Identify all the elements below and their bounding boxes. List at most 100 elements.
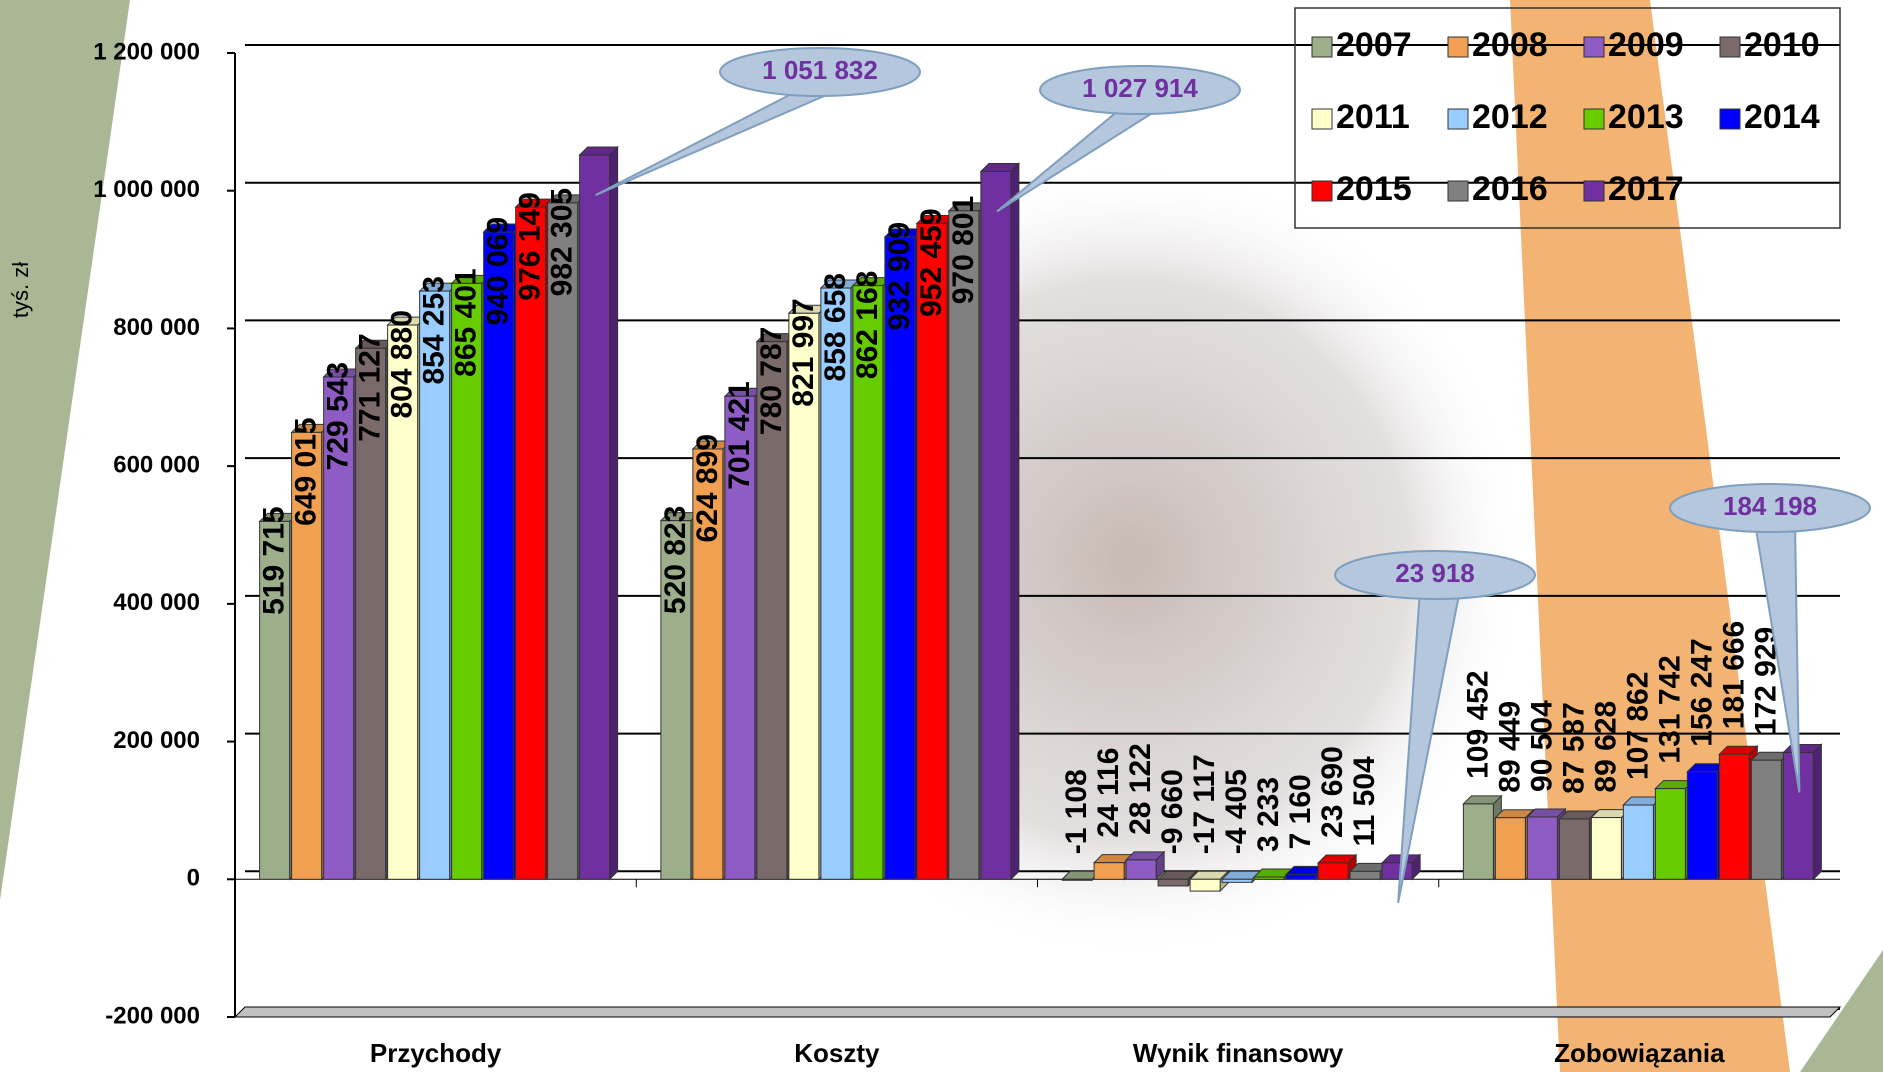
legend-swatch: [1583, 108, 1605, 130]
legend-swatch: [1583, 180, 1605, 202]
bar: [483, 231, 515, 880]
data-label: 520 823: [659, 506, 692, 614]
data-label: -9 660: [1156, 769, 1189, 854]
legend-swatch: [1719, 108, 1741, 130]
data-label: -17 117: [1188, 754, 1221, 854]
legend-swatch: [1311, 180, 1333, 202]
data-label: 1 051 832: [762, 55, 878, 85]
legend-label: 2007: [1336, 26, 1412, 64]
bar: [692, 448, 724, 880]
legend-label: 2013: [1608, 98, 1684, 136]
data-label: 649 015: [290, 417, 323, 525]
data-label: 982 305: [546, 188, 579, 296]
legend-label: 2015: [1336, 170, 1412, 208]
bar: [884, 236, 916, 880]
bar: [1750, 759, 1782, 880]
callout: [719, 47, 921, 97]
data-label: 729 543: [322, 362, 355, 470]
floor: [233, 1006, 1842, 1018]
data-label: 184 198: [1723, 491, 1817, 521]
data-label: 976 149: [514, 192, 547, 300]
y-axis-label: tyś. zł: [8, 262, 33, 318]
legend-label: 2014: [1744, 98, 1820, 136]
bar: [1558, 818, 1590, 880]
data-label: 858 658: [819, 273, 852, 381]
bar: [1494, 817, 1526, 880]
y-tick-label: 400 000: [113, 589, 200, 616]
data-label: 156 247: [1685, 638, 1718, 746]
y-tick-label: 600 000: [113, 451, 200, 478]
x-tick-label: Koszty: [794, 1038, 880, 1068]
bar: [259, 520, 291, 880]
data-label: 821 997: [787, 298, 820, 406]
data-label: 89 628: [1589, 701, 1622, 793]
bar-side: [1812, 743, 1822, 881]
x-tick-label: Przychody: [370, 1038, 502, 1068]
bar: [1285, 873, 1317, 880]
y-tick-label: 1 200 000: [93, 38, 200, 65]
bar-side: [1010, 162, 1020, 881]
legend-swatch: [1447, 108, 1469, 130]
bar: [660, 520, 692, 880]
bar: [1349, 870, 1381, 880]
bar: [820, 287, 852, 880]
data-label: 519 715: [258, 506, 291, 614]
data-label: 932 909: [883, 222, 916, 330]
bar: [1686, 771, 1718, 880]
legend-box: [1294, 7, 1841, 229]
legend-swatch: [1447, 180, 1469, 202]
data-label: 107 862: [1621, 672, 1654, 780]
data-label: 109 452: [1461, 670, 1494, 778]
legend-swatch: [1583, 36, 1605, 58]
bar: [291, 431, 323, 880]
decoration: [0, 0, 130, 900]
data-label: 131 742: [1653, 655, 1686, 763]
data-label: 771 127: [354, 333, 387, 441]
bar: [1093, 862, 1125, 880]
data-label: 23 918: [1395, 558, 1475, 588]
bar: [948, 210, 980, 880]
data-label: 865 401: [450, 268, 483, 376]
data-label: 11 504: [1348, 756, 1381, 846]
bar: [1526, 816, 1558, 880]
bar: [1061, 878, 1093, 881]
callout: [1669, 483, 1871, 533]
legend-label: 2010: [1744, 26, 1820, 64]
bar: [1381, 862, 1413, 880]
data-label: 940 069: [482, 217, 515, 325]
bar: [916, 222, 948, 880]
data-label: -4 405: [1220, 769, 1253, 854]
legend-label: 2016: [1472, 170, 1548, 208]
legend-label: 2009: [1608, 26, 1684, 64]
data-label: 1 027 914: [1082, 73, 1198, 103]
bar: [1622, 804, 1654, 880]
bar: [1157, 878, 1189, 887]
bar: [547, 202, 579, 880]
legend-label: 2012: [1472, 98, 1548, 136]
data-label: 854 253: [418, 276, 451, 384]
data-label: 804 880: [386, 310, 419, 418]
bar: [387, 324, 419, 880]
bar: [980, 170, 1012, 880]
data-label: 89 449: [1493, 701, 1526, 793]
y-tick-label: -200 000: [105, 1002, 200, 1029]
bar: [1317, 862, 1349, 880]
data-label: 181 666: [1717, 621, 1750, 729]
bar: [579, 154, 611, 880]
legend-label: 2017: [1608, 170, 1684, 208]
bar: [1718, 753, 1750, 880]
data-label: 24 116: [1092, 748, 1125, 838]
data-label: 28 122: [1124, 743, 1157, 835]
callout: [1039, 65, 1241, 115]
bar: [1189, 878, 1221, 892]
data-label: -1 108: [1060, 769, 1093, 854]
data-label: 90 504: [1525, 700, 1558, 792]
data-label: 3 233: [1252, 777, 1285, 852]
data-label: 87 587: [1557, 702, 1590, 794]
y-tick-label: 0: [187, 865, 200, 892]
x-tick-label: Zobowiązania: [1554, 1038, 1725, 1068]
bar: [1221, 878, 1253, 883]
bar: [1125, 859, 1157, 880]
bar: [1253, 876, 1285, 880]
data-label: 970 801: [947, 196, 980, 304]
